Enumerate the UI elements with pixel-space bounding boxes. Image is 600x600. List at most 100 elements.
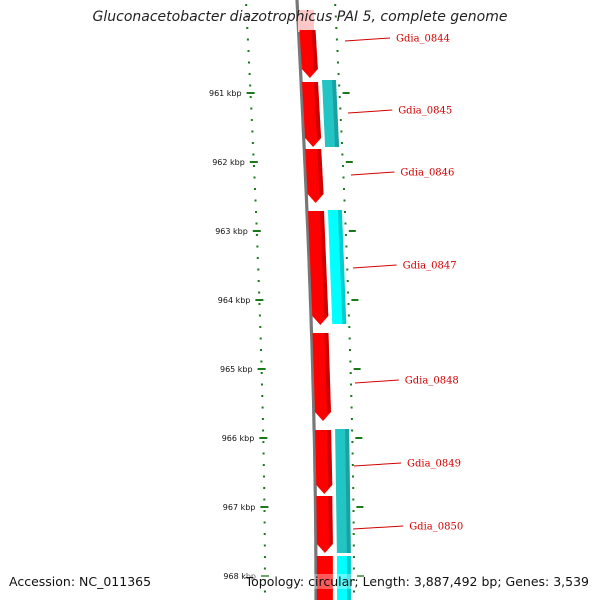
inner-tick-dot [264,590,266,593]
inner-tick-dot [263,475,265,478]
outer-tick-dot [337,61,339,64]
outer-tick-dot [343,199,346,202]
inner-tick-dot [257,280,260,282]
gene-arrow-f [315,430,333,494]
major-tick-inner [252,230,261,232]
inner-tick-dot [262,429,265,432]
inner-tick-dot [261,406,264,409]
gene-0850-block-shade [346,556,351,600]
inner-tick-dot [258,303,261,305]
gene-0845-block-shade [332,80,340,147]
gene-0849-block-shade [345,429,351,553]
major-tick-inner [261,575,269,577]
accession-text: Accession: NC_011365 [9,574,155,589]
inner-tick-dot [262,464,265,466]
inner-tick-dot [261,395,264,397]
outer-tick-dot [352,498,355,501]
outer-tick-dot [335,38,338,41]
outer-tick-dot [339,119,342,121]
outer-tick-dot [334,15,337,18]
inner-tick-dot [250,107,253,110]
inner-tick-dot [263,498,266,501]
gene-arrow-d [308,211,329,325]
gene-arrow-d-shade [320,211,329,318]
outer-tick-dot [352,533,355,535]
outer-tick-dot [352,475,354,478]
tick-label: 964 kbp [218,296,251,305]
topology-text: Topology: circular; Length: 3,887,492 bp… [245,574,589,589]
inner-tick-dot [264,579,266,581]
outer-tick-dot [348,337,351,340]
outer-tick-dot [347,314,350,317]
inner-tick-dot [250,119,253,121]
major-tick-outer [353,368,361,370]
gene-label: Gdia_0846 [400,168,454,179]
inner-tick-dot [249,96,252,98]
inner-tick-dot [257,268,260,271]
gene-label: Gdia_0844 [396,34,450,45]
gene-leader-line [354,379,399,384]
gene-0848-arrow-shade [324,333,331,414]
inner-tick-dot [263,533,266,535]
outer-tick-dot [339,107,342,110]
outer-tick-dot [349,360,352,363]
major-tick-outer [357,575,364,577]
outer-tick-dot [352,567,355,570]
inner-tick-dot [263,521,266,524]
gene-0850-block [336,556,351,600]
outer-tick-dot [338,84,341,87]
tick-label: 968 kbp [223,572,256,581]
inner-tick-dot [245,15,248,18]
outer-tick-dot [350,383,352,386]
outer-tick-dot [350,418,353,420]
gene-0849-block [335,429,351,553]
gene-label: Gdia_0845 [398,106,452,117]
gene-leader-line [350,171,395,176]
inner-tick-dot [263,567,266,570]
gene-label: Gdia_0850 [409,522,463,533]
inner-tick-dot [254,188,256,190]
inner-tick-dot [260,360,263,363]
inner-tick-dot [255,234,258,236]
major-tick-outer [348,230,356,232]
outer-tick-dot [346,280,349,282]
major-tick-outer [345,161,353,163]
inner-tick-dot [253,165,255,167]
gene-label: Gdia_0849 [407,459,461,470]
gene-label: Gdia_0847 [403,261,457,272]
gene-leader-line [347,109,393,114]
tick-label: 967 kbp [223,503,256,512]
inner-tick-dot [253,176,256,179]
major-tick-outer [351,299,359,301]
outer-tick-dot [336,50,339,52]
outer-tick-dot [346,268,349,271]
inner-tick-dot [255,222,258,225]
inner-tick-dot [259,326,262,328]
inner-tick-dot [252,153,255,156]
outer-tick-dot [352,510,355,512]
outer-tick-dot [341,153,344,156]
inner-tick-dot [258,314,261,317]
tick-label: 966 kbp [222,434,255,443]
outer-tick-dot [351,429,354,432]
outer-tick-dot [344,234,347,236]
gene-leader-line [352,264,397,269]
inner-tick-dot [245,4,248,6]
gene-0847-block [327,210,347,324]
gene-arrow-b [302,82,322,147]
inner-tick-dot [255,211,257,213]
outer-tick-dot [351,464,354,466]
outer-tick-dot [351,441,354,443]
inner-tick-dot [260,349,262,351]
inner-tick-dot [258,291,261,294]
outer-tick-dot [350,395,353,397]
major-tick-inner [257,368,266,370]
gene-arrow-g-shade [328,496,333,546]
outer-tick-dot [342,176,345,179]
outer-tick-dot [353,579,355,581]
gene-0844-arrow-shade [311,30,318,71]
outer-tick-dot [352,487,355,489]
inner-tick-dot [254,199,257,202]
major-tick-inner [249,161,258,163]
